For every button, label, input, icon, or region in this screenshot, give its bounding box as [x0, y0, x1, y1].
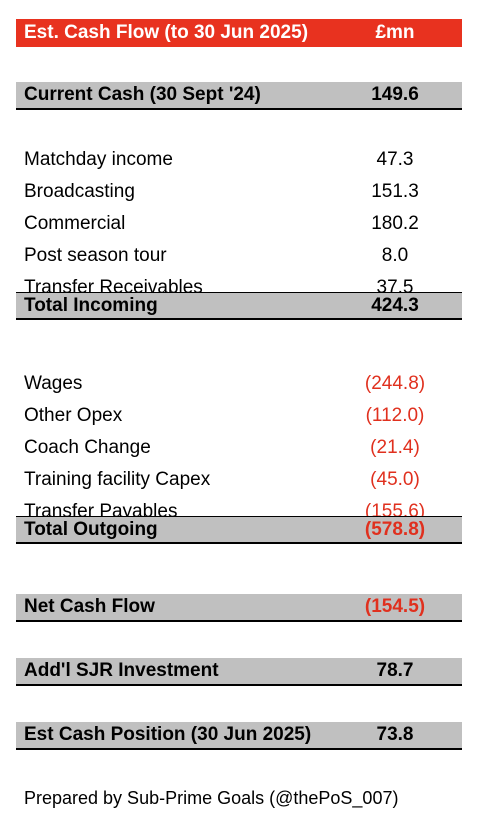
row-value: (112.0) [365, 405, 425, 426]
line-item: Coach Change (21.4) [16, 434, 462, 462]
header-title: Est. Cash Flow (to 30 Jun 2025) [24, 22, 309, 43]
net-cash-flow-row: Net Cash Flow (154.5) [16, 594, 462, 622]
row-label: Total Outgoing [24, 518, 158, 540]
row-value: (244.8) [364, 373, 426, 394]
row-value: 180.2 [371, 213, 419, 234]
row-value: (45.0) [370, 469, 420, 490]
current-cash-row: Current Cash (30 Sept '24) 149.6 [16, 82, 462, 110]
row-label: Coach Change [24, 437, 151, 458]
line-item: Training facility Capex (45.0) [16, 466, 462, 494]
row-label: Commercial [24, 213, 126, 234]
row-value: 47.3 [376, 149, 414, 170]
row-label: Other Opex [24, 405, 123, 426]
row-label: Est Cash Position (30 Jun 2025) [24, 724, 312, 745]
line-item: Broadcasting 151.3 [16, 178, 462, 206]
row-value: 73.8 [376, 724, 414, 745]
row-value: (578.8) [364, 518, 426, 540]
row-value: 424.3 [371, 294, 419, 316]
header-unit: £mn [375, 22, 415, 43]
row-label: Add'l SJR Investment [24, 660, 219, 681]
row-label: Total Incoming [24, 294, 158, 316]
total-row: Total Outgoing (578.8) [16, 516, 462, 544]
line-item: Post season tour 8.0 [16, 242, 462, 270]
line-item: Matchday income 47.3 [16, 146, 462, 174]
est-cash-position-row: Est Cash Position (30 Jun 2025) 73.8 [16, 722, 462, 750]
footer: Prepared by Sub-Prime Goals (@thePoS_007… [24, 788, 399, 808]
row-label: Broadcasting [24, 181, 135, 202]
investment-row: Add'l SJR Investment 78.7 [16, 658, 462, 686]
line-item: Commercial 180.2 [16, 210, 462, 238]
total-row: Total Incoming 424.3 [16, 292, 462, 320]
row-value: 8.0 [381, 245, 409, 266]
line-item: Wages (244.8) [16, 370, 462, 398]
row-label: Training facility Capex [24, 469, 211, 490]
row-label: Wages [24, 373, 83, 394]
row-value: (21.4) [370, 437, 420, 458]
row-label: Net Cash Flow [24, 596, 155, 617]
row-label: Matchday income [24, 149, 173, 170]
row-label: Post season tour [24, 245, 167, 266]
row-label: Current Cash (30 Sept '24) [24, 84, 261, 105]
row-value: 78.7 [376, 660, 414, 681]
row-value: 151.3 [371, 181, 419, 202]
row-value: 149.6 [371, 84, 419, 105]
header: Est. Cash Flow (to 30 Jun 2025) £mn [16, 19, 462, 47]
row-value: (154.5) [364, 596, 426, 617]
line-item: Other Opex (112.0) [16, 402, 462, 430]
